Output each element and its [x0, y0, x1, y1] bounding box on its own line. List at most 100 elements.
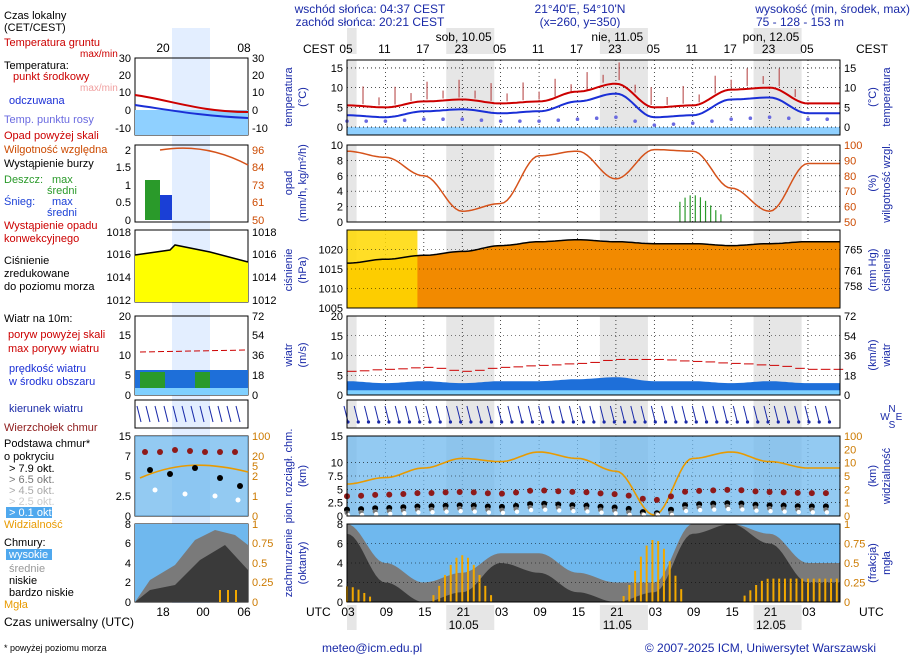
cloud-base-dot-01	[768, 509, 773, 514]
legend-vis-tick: 0	[252, 511, 258, 523]
legend-cover-tick: 6	[125, 538, 131, 550]
legend-temp-tick-r: 10	[252, 87, 264, 99]
dew-point-dot	[671, 122, 676, 126]
cloud-base-dot-top	[667, 493, 674, 500]
wind-arrow-head	[643, 420, 647, 424]
cloud-base-dot-01	[740, 507, 745, 512]
legend-snow-mean: średni	[47, 207, 77, 219]
legend-cb-dot	[172, 447, 178, 453]
legend-wind-tick-r: 0	[252, 390, 258, 402]
legend-okt: > 0.1 okt.	[9, 507, 55, 519]
dew-point-dot	[614, 115, 618, 120]
cest-tick: 05	[647, 42, 661, 56]
temp-tick: 10	[331, 83, 343, 95]
legend-wind-arrow	[163, 405, 169, 423]
wind-arrow-head	[622, 420, 627, 424]
day-label-top: nie, 11.05	[591, 30, 643, 44]
wind-arrow-head	[551, 420, 555, 424]
legend-cb-top: Wierzchołek chmur	[4, 422, 98, 434]
wind-arrow	[394, 405, 400, 423]
cloud-base-dot-01	[712, 507, 717, 512]
wind-arrow	[456, 405, 462, 423]
temp-axis-left: temperatura	[283, 66, 295, 126]
dew-point-dot	[460, 117, 465, 122]
press-axis-left-unit: (hPa)	[297, 257, 309, 284]
cloud-base-dot-top	[611, 491, 618, 498]
temp-axis-right-unit: (°C)	[867, 87, 879, 107]
legend-cb-dot	[187, 448, 193, 454]
legend-max-min: max/min	[80, 83, 118, 94]
dew-point-dot	[441, 117, 445, 122]
legend-vis-tick: 5	[252, 461, 258, 473]
legend-utc-time: Czas uniwersalny (UTC)	[4, 615, 134, 629]
wind-arrow	[794, 405, 800, 423]
day-label-bottom: 11.05	[603, 618, 632, 632]
wind-arrow-head	[397, 420, 401, 424]
legend-wind-arrow	[154, 405, 160, 423]
wind-arrow	[425, 405, 431, 423]
fog-tick: 1	[844, 519, 850, 531]
cloud-base-dot-01	[754, 508, 759, 513]
utc-tick: 15	[572, 605, 586, 619]
cloud-base-dot-top	[372, 491, 379, 498]
cest-tick: 23	[608, 42, 622, 56]
legend-wind-tick: 10	[119, 350, 131, 362]
legend-rain-max: max	[52, 174, 73, 186]
humidity-tick: 80	[844, 171, 856, 183]
legend-local-time: Czas lokalny	[4, 10, 67, 22]
legend-cloud-dot	[167, 471, 173, 477]
wind-arrow	[384, 405, 390, 423]
wind-arrow-head	[602, 420, 606, 424]
footer-email: meteo@icm.edu.pl	[322, 641, 422, 655]
legend-feels-line	[134, 104, 249, 119]
night-band-top	[446, 28, 495, 54]
wind-calm-band	[347, 390, 840, 395]
wind-arrow-head	[448, 420, 453, 424]
legend-wind-tick: 0	[125, 390, 131, 402]
wind-arrow	[517, 405, 523, 423]
night-band-top	[347, 28, 357, 54]
legend-press-tick-r: 1014	[252, 272, 276, 284]
cloud-base-dot-01	[458, 509, 463, 514]
legend-wind-arrow	[217, 405, 223, 423]
dew-point-dot	[594, 116, 599, 121]
visibility-tick: 5	[844, 471, 850, 483]
wind-arrow	[445, 405, 451, 423]
utc-tick: 03	[802, 605, 816, 619]
utc-tick: 15	[418, 605, 432, 619]
cloud-base-dot-top	[541, 487, 548, 494]
cloud-base-dot-top	[498, 490, 505, 497]
wind-arrow-head	[479, 420, 483, 424]
pressure-mmhg-tick: 765	[844, 245, 862, 257]
legend-press-tick-r: 1016	[252, 249, 276, 261]
legend-fog-tick: 1	[252, 519, 258, 531]
press-axis-right: ciśnienie	[881, 249, 893, 292]
cest-tick: 05	[800, 42, 814, 56]
cloud-base-dot-top	[400, 490, 407, 497]
wind-arrow	[691, 405, 697, 423]
wind-arrow	[353, 405, 359, 423]
humidity-tick: 100	[844, 140, 862, 152]
utc-tick: 21	[764, 605, 778, 619]
cloud-base-dot-01	[599, 510, 604, 515]
cloud-base-dot-top	[752, 488, 759, 495]
wind-arrow-head	[459, 420, 463, 424]
cloud-base-dot-top	[555, 488, 562, 495]
wind-axis-right-unit: (km/h)	[867, 339, 879, 370]
fog-tick: 0.75	[844, 539, 865, 551]
cloud-axis-right: widzialność	[881, 447, 893, 505]
wind-arrow-head	[653, 420, 657, 424]
cloud-base-dot-top	[597, 490, 604, 497]
wind-arrow-head	[725, 420, 729, 424]
cloud-tick: 2.5	[328, 498, 343, 510]
dew-point-dot	[537, 119, 541, 123]
legend-temp-tick-r: 20	[252, 70, 264, 82]
wind-arrow	[650, 405, 656, 423]
legend-wind-tick: 20	[119, 311, 131, 323]
cloud-base-dot-top	[822, 490, 829, 497]
temp-r-tick: 10	[844, 83, 856, 95]
wind-tick: 20	[331, 311, 343, 323]
legend-prec-tick: 1	[125, 180, 131, 192]
wind-arrow	[497, 405, 503, 423]
wind-arrow-head	[438, 420, 442, 424]
